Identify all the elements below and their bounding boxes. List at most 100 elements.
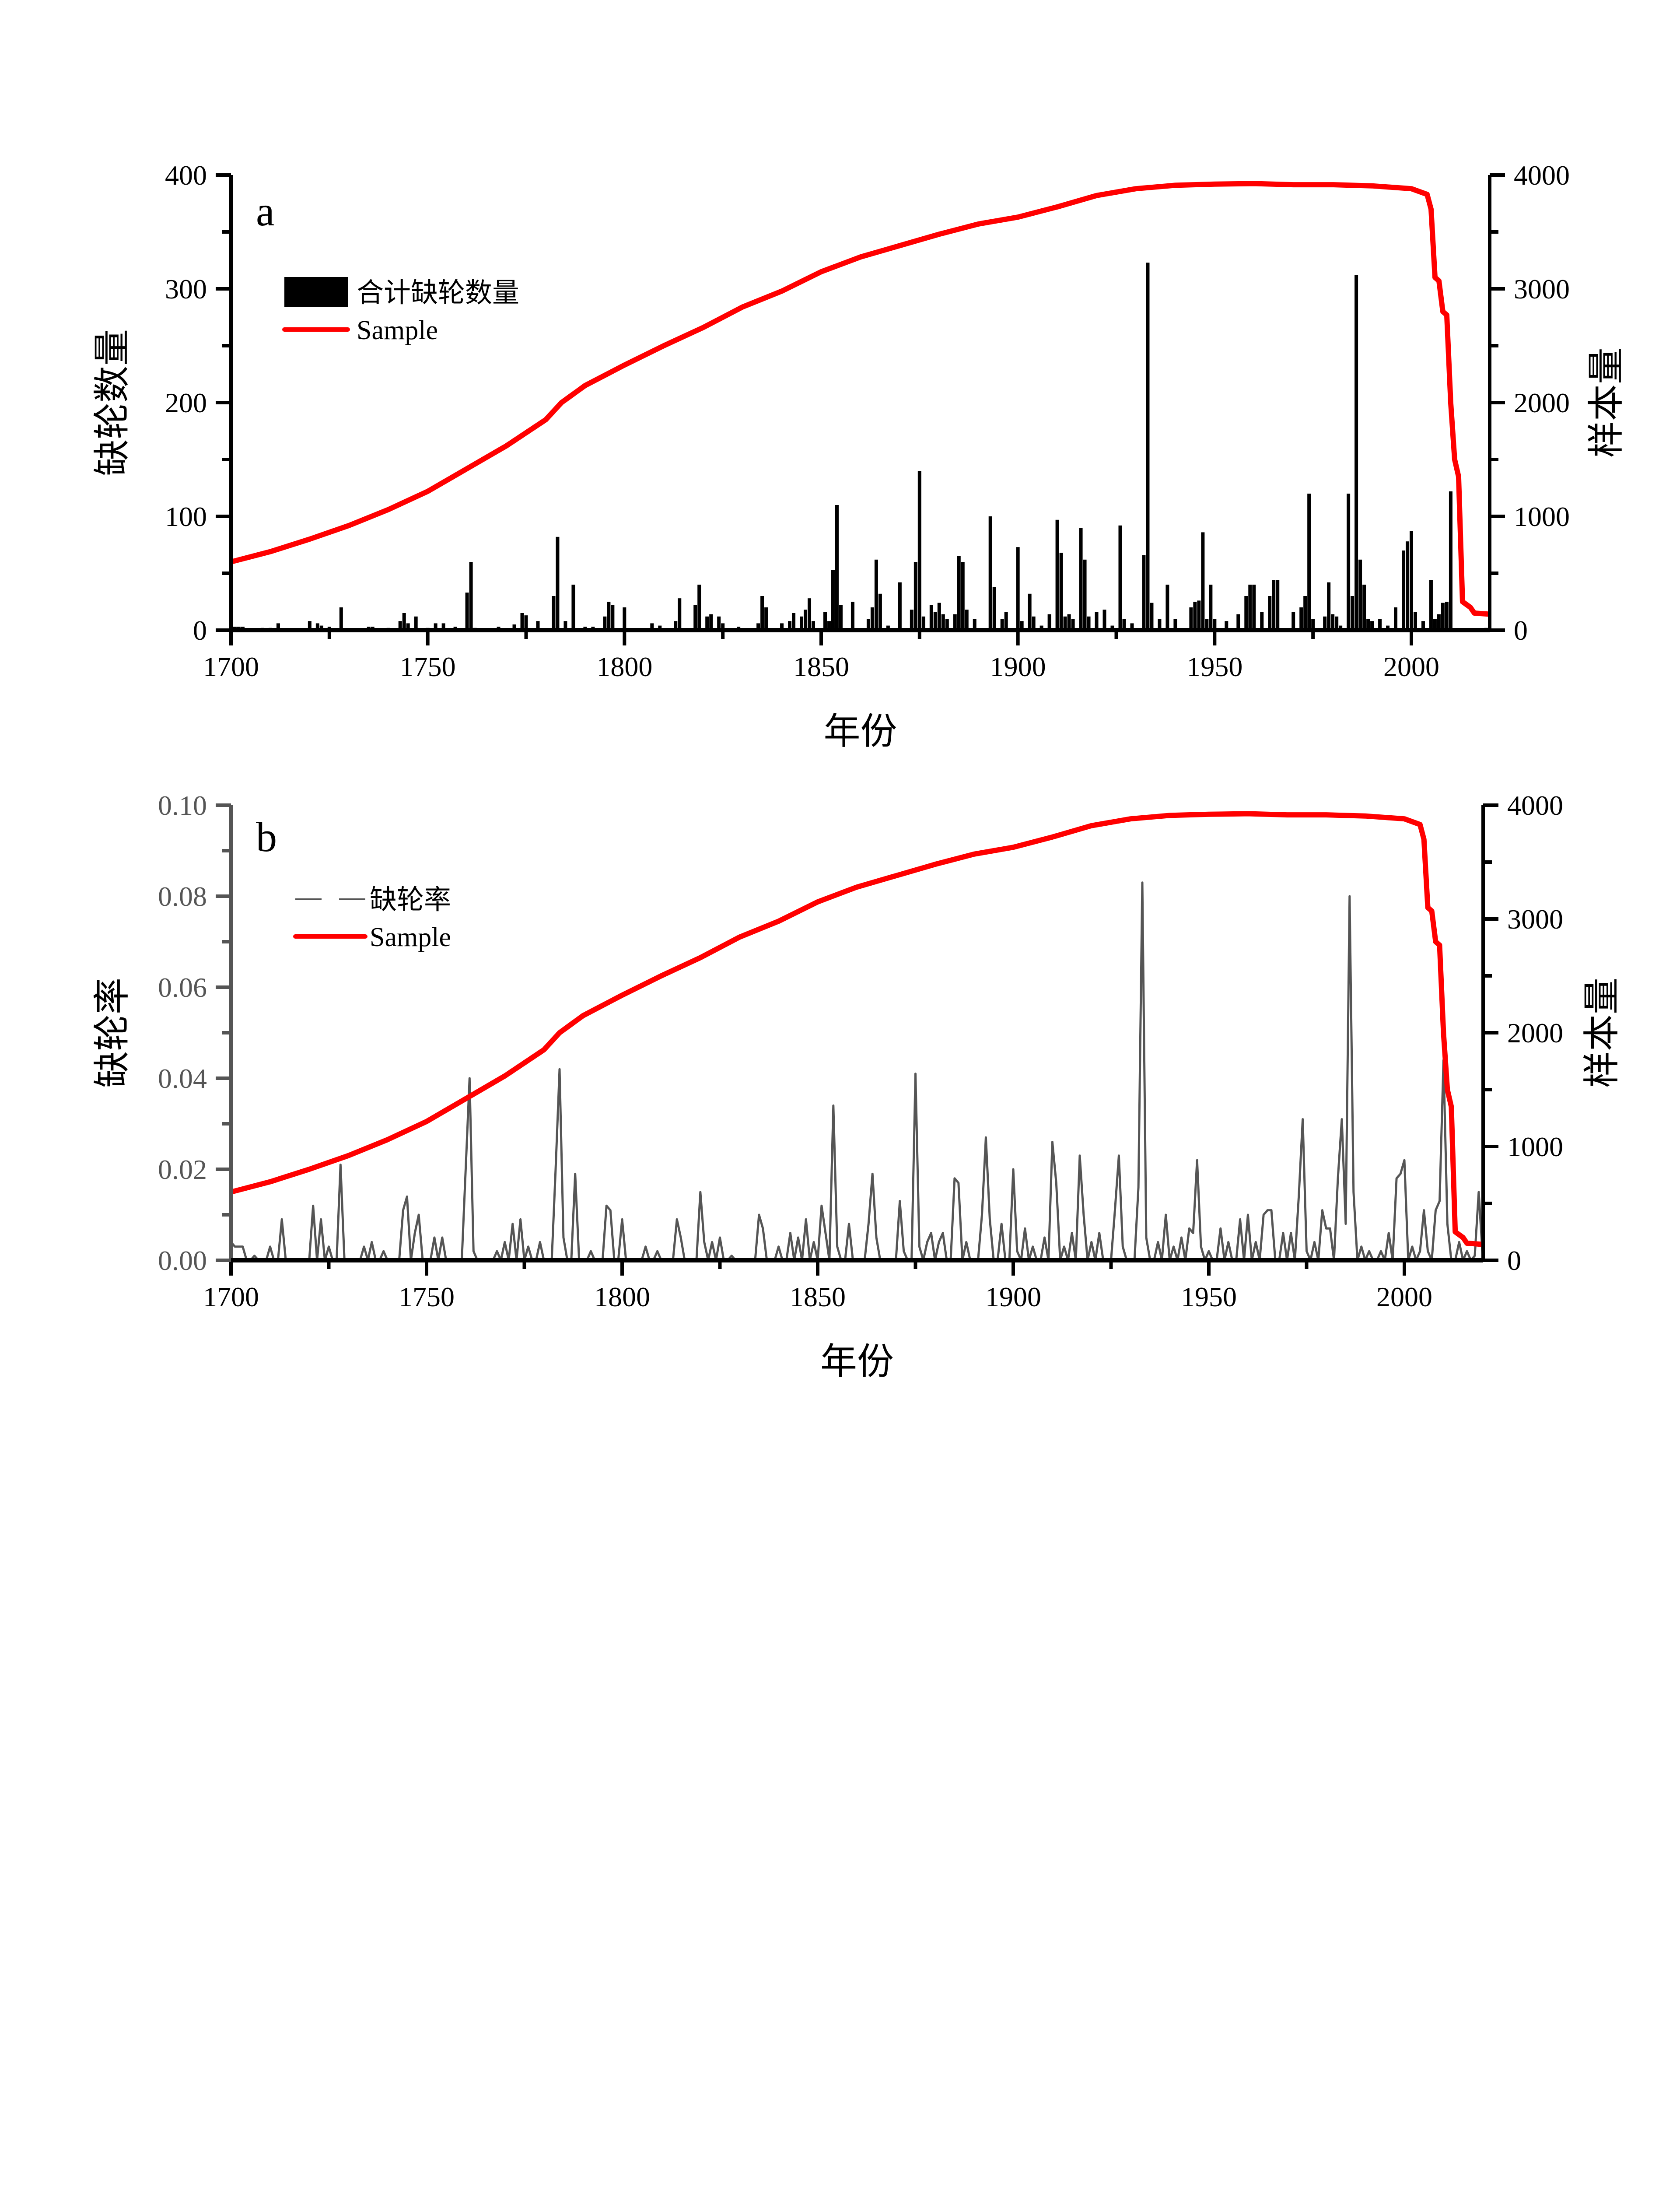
- y2-tick-label: 1000: [1514, 501, 1570, 532]
- bar-1813: [674, 621, 678, 630]
- bar-1911: [1059, 553, 1063, 630]
- bar-1914: [1071, 619, 1075, 630]
- y2-tick-label: 4000: [1507, 790, 1563, 821]
- bar-1901: [1020, 621, 1024, 630]
- bar-1754: [441, 623, 445, 630]
- bar-1924: [1110, 625, 1114, 630]
- y-axis-title: 缺轮数量: [92, 329, 133, 476]
- bar-1889: [973, 619, 976, 630]
- bar-1874: [914, 562, 917, 630]
- legend-label: 缺轮率: [370, 885, 451, 915]
- bar-1867: [886, 625, 890, 630]
- figure: 1700 1750 1800 1850 1900 1950 2000 0 100 200 300 40…: [92, 160, 1627, 1382]
- y2-tick-label: 2000: [1507, 1017, 1563, 1048]
- bar-2005: [1429, 580, 1433, 630]
- bar-1822: [709, 614, 713, 630]
- bar-2008: [1441, 603, 1445, 630]
- y-axis-title: 缺轮率: [92, 978, 133, 1088]
- legend-label: Sample: [370, 922, 451, 952]
- bar-1922: [1102, 610, 1106, 630]
- bar-1970: [1292, 612, 1295, 630]
- bar-1870: [898, 582, 902, 630]
- bar-1782: [552, 596, 556, 630]
- x-tick-label: 1900: [985, 1281, 1041, 1312]
- bar-1900: [1016, 547, 1020, 630]
- bar-1906: [1040, 625, 1043, 630]
- bar-1912: [1063, 616, 1067, 630]
- y-tick-label: 0.06: [158, 972, 207, 1003]
- bar-1853: [831, 570, 835, 630]
- y2-tick-label: 0: [1514, 615, 1528, 646]
- bar-1956: [1236, 614, 1240, 630]
- legend-label: Sample: [357, 316, 438, 345]
- bar-1835: [760, 596, 764, 630]
- bar-1996: [1394, 607, 1398, 630]
- bar-1825: [721, 623, 725, 630]
- bar-2009: [1445, 602, 1449, 630]
- legend: 缺轮率 Sample: [293, 885, 451, 952]
- x-axis-title: 年份: [823, 712, 897, 752]
- bar-1862: [866, 619, 870, 630]
- bar-1934: [1150, 603, 1154, 630]
- bar-1800: [623, 607, 626, 630]
- bar-1984: [1347, 494, 1351, 630]
- bar-1809: [658, 625, 662, 630]
- bar-2003: [1421, 621, 1425, 630]
- bar-1944: [1189, 607, 1193, 630]
- bar-1855: [839, 605, 843, 630]
- bar-1807: [650, 623, 654, 630]
- bar-1858: [850, 602, 854, 630]
- bar-1896: [1000, 619, 1004, 630]
- bar-1994: [1386, 625, 1390, 630]
- legend: 合计缺轮数量 Sample: [282, 277, 519, 345]
- bar-1848: [812, 621, 816, 630]
- bar-2006: [1433, 619, 1437, 630]
- bar-1946: [1197, 600, 1201, 630]
- bar-1938: [1166, 585, 1169, 630]
- bar-1980: [1331, 614, 1335, 630]
- panel-letter: b: [256, 813, 277, 860]
- bar-1903: [1028, 593, 1032, 630]
- bar-1797: [611, 605, 615, 630]
- bar-1728: [339, 607, 343, 630]
- bar-1981: [1335, 616, 1339, 630]
- bar-1887: [965, 610, 969, 630]
- bar-1958: [1244, 596, 1248, 630]
- bar-1908: [1047, 614, 1051, 630]
- y-tick-label: 0: [193, 615, 207, 646]
- bar-1847: [808, 598, 812, 630]
- bar-1945: [1193, 602, 1197, 630]
- bar-1986: [1354, 275, 1358, 630]
- bar-1973: [1303, 596, 1307, 630]
- bar-1990: [1370, 621, 1374, 630]
- bar-1894: [992, 587, 996, 630]
- bar-1875: [917, 471, 921, 630]
- bar-1775: [524, 615, 528, 630]
- bar-1927: [1122, 619, 1126, 630]
- bar-1879: [933, 612, 937, 630]
- x-tick-label: 1850: [790, 1281, 846, 1312]
- y-tick-label: 0.04: [158, 1063, 207, 1094]
- bar-1950: [1213, 619, 1217, 630]
- bar-1760: [465, 593, 469, 630]
- bar-1964: [1268, 596, 1272, 630]
- x-tick-label: 1850: [793, 651, 849, 682]
- bar-1904: [1032, 616, 1036, 630]
- bar-1882: [945, 619, 949, 630]
- x-tick-label: 2000: [1376, 1281, 1432, 1312]
- bar-1796: [607, 602, 611, 630]
- bar-1836: [764, 607, 768, 630]
- bar-1910: [1055, 519, 1059, 630]
- bar-1851: [823, 612, 827, 630]
- bar-2000: [1410, 531, 1413, 630]
- x-tick-label: 1700: [203, 651, 259, 682]
- bar-1913: [1067, 614, 1071, 630]
- bar-1916: [1079, 528, 1083, 630]
- bar-1975: [1311, 619, 1315, 630]
- x-tick-label: 1750: [399, 1281, 455, 1312]
- y-tick-label: 0.08: [158, 881, 207, 912]
- x-tick-label: 1700: [203, 1281, 259, 1312]
- bar-1720: [308, 621, 312, 630]
- y2-axis-title: 样本量: [1582, 978, 1623, 1088]
- bar-1843: [792, 613, 796, 630]
